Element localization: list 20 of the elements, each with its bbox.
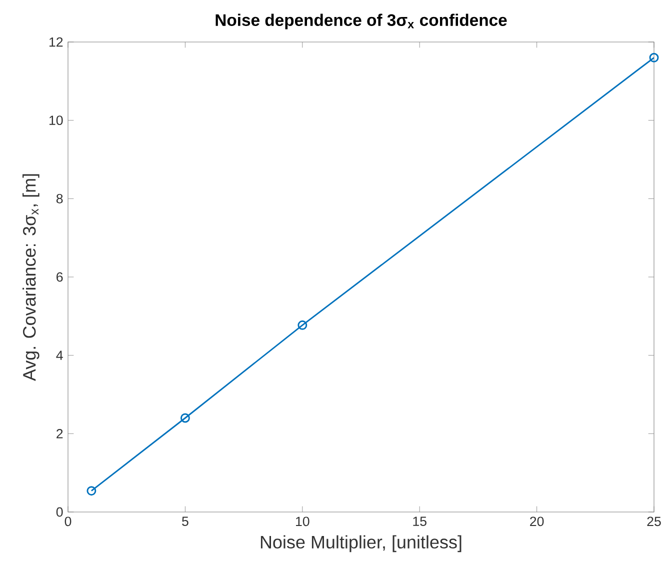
y-tick-label: 12: [49, 37, 63, 47]
x-tick-label: 5: [182, 516, 188, 526]
x-tick-label: 10: [296, 516, 310, 526]
y-tick-label: 4: [56, 350, 63, 360]
x-axis-title: Noise Multiplier, [unitless]: [260, 535, 462, 552]
x-tick-label: 15: [413, 516, 426, 526]
chart-title: Noise dependence of 3σ$_{x}$ confidence: [216, 14, 507, 30]
x-tick-label: 0: [64, 516, 72, 526]
y-tick-label: 0: [56, 507, 63, 517]
point: [86, 486, 96, 496]
point: [298, 320, 308, 330]
y-tick-label: 8: [56, 194, 63, 204]
y-axis-title: Avg. Covariance: 3σ$_{x}$, [m]: [22, 174, 40, 382]
y-tick-label: 2: [56, 429, 63, 438]
y-tick-label: 10: [49, 116, 63, 126]
point: [649, 52, 659, 62]
x-tick-label: 25: [647, 516, 661, 526]
y-tick-label: 6: [56, 272, 63, 282]
x-tick-label: 20: [530, 516, 544, 526]
point: [180, 413, 190, 423]
